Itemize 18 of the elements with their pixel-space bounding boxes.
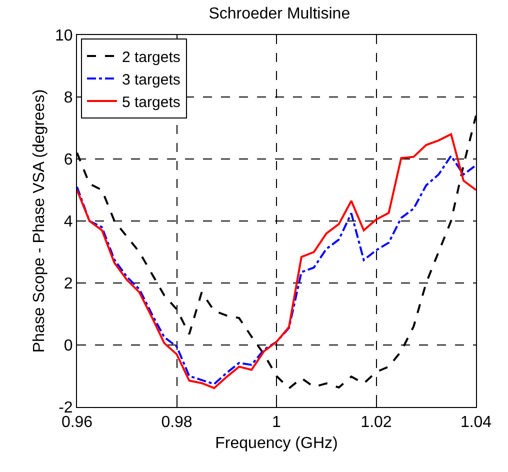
- x-tick-label: 1.04: [460, 414, 492, 432]
- y-tick-label: 0: [64, 338, 73, 355]
- y-tick-label: 10: [55, 28, 73, 45]
- legend-label: 5 targets: [122, 94, 180, 111]
- x-tick-label: 1.02: [360, 414, 392, 432]
- y-axis-title: Phase Scope - Phase VSA (degrees): [30, 89, 48, 353]
- y-tick-label: 4: [64, 214, 73, 231]
- x-tick-label: 1: [272, 414, 282, 432]
- x-axis-title: Frequency (GHz): [215, 434, 338, 452]
- y-tick-label: -2: [58, 400, 73, 417]
- legend-label: 2 targets: [122, 48, 180, 66]
- chart-title: Schroeder Multisine: [208, 5, 350, 22]
- y-tick-label: 8: [64, 90, 73, 107]
- x-tick-label: 0.98: [161, 414, 192, 432]
- x-tick-label: 0.96: [61, 414, 93, 432]
- y-tick-label: 6: [64, 152, 73, 169]
- legend-label: 3 targets: [122, 71, 180, 88]
- y-tick-label: 2: [64, 276, 73, 293]
